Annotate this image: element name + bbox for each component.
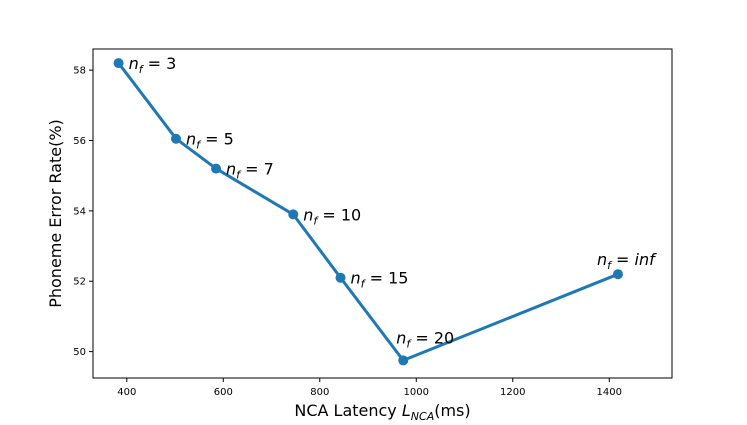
x-tick-label: 400 (117, 387, 136, 398)
y-tick-label: 54 (73, 206, 86, 217)
y-axis-label: Phoneme Error Rate(%) (46, 119, 65, 308)
data-point (335, 272, 346, 283)
data-point (170, 133, 181, 144)
data-label: nf = 10 (303, 205, 361, 227)
x-tick-label: 1400 (597, 387, 622, 398)
series (113, 58, 623, 366)
axis-ticks: 400 600 800 1000 1200 1400 50 52 54 56 58 (73, 66, 622, 398)
x-axis-label: NCA Latency LNCA(ms) (294, 401, 470, 423)
x-tick-label: 800 (310, 387, 329, 398)
data-label: nf = 7 (226, 160, 274, 182)
plot-area (92, 48, 673, 379)
data-label: nf = 5 (186, 130, 234, 152)
point-labels: nf = 3 nf = 5 nf = 7 nf = 10 nf = 15 nf = 20 n… (129, 54, 658, 350)
y-tick-label: 52 (73, 277, 86, 288)
y-tick-label: 56 (73, 136, 86, 147)
x-tick-label: 1200 (500, 387, 525, 398)
data-point (211, 163, 222, 174)
y-tick-label: 50 (73, 347, 86, 358)
y-tick-label: 58 (73, 66, 86, 77)
x-tick-label: 600 (214, 387, 233, 398)
x-tick-label: 1000 (404, 387, 429, 398)
data-point (288, 209, 299, 220)
data-label: nf = 3 (129, 54, 177, 76)
data-label: nf = 15 (351, 269, 409, 291)
data-point (612, 269, 623, 280)
data-label: nf = 20 (396, 328, 454, 350)
data-point (113, 58, 124, 69)
data-label: nf = inf (597, 250, 657, 272)
data-point (398, 355, 409, 366)
